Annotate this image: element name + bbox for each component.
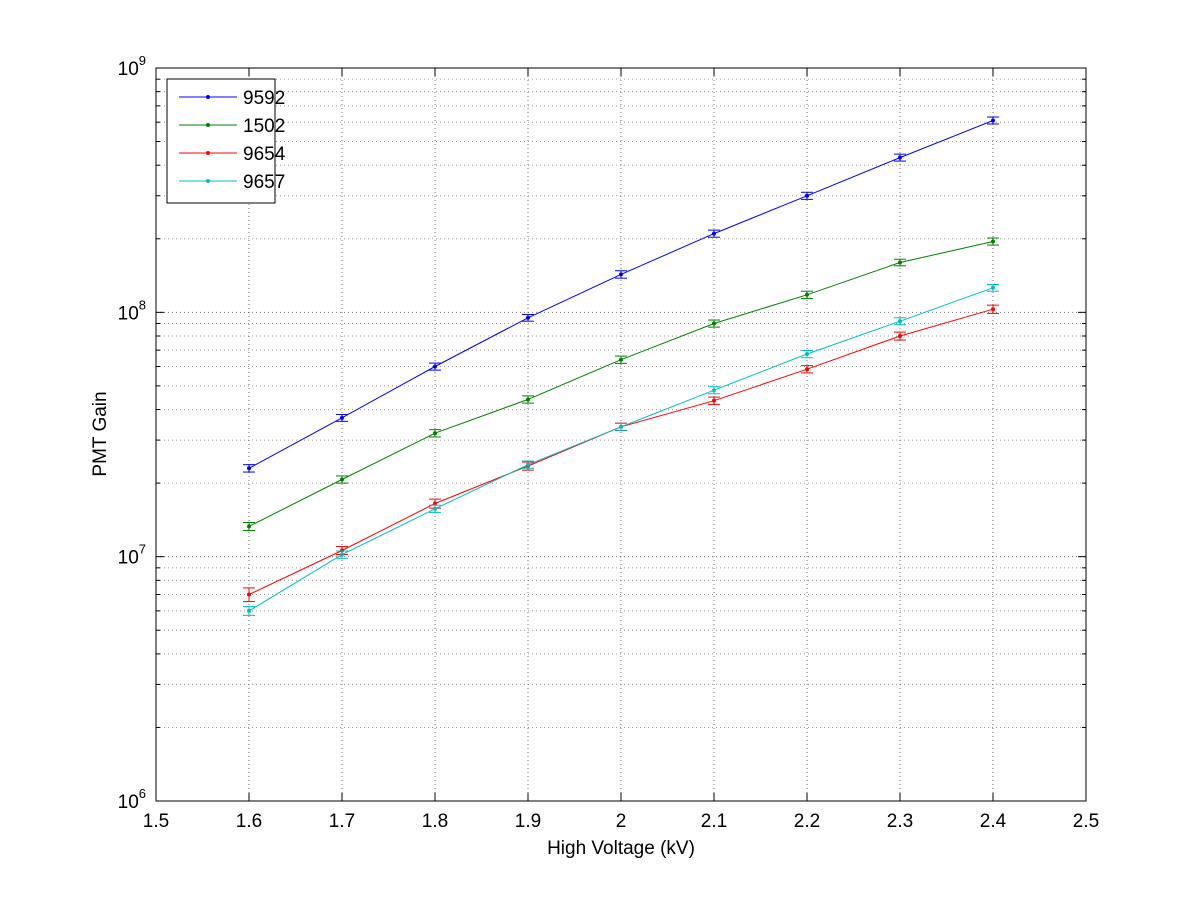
x-tick-label: 2.2 xyxy=(794,811,820,832)
y-tick-exponent: 7 xyxy=(139,542,146,557)
data-point xyxy=(247,524,251,529)
y-tick-base: 10 xyxy=(118,59,139,80)
x-tick-label: 1.7 xyxy=(329,811,355,832)
series-9592 xyxy=(243,116,999,473)
x-tick-label: 1.5 xyxy=(143,811,169,832)
grid xyxy=(156,68,1086,801)
data-point xyxy=(712,398,716,403)
series-1502 xyxy=(243,237,999,531)
data-point xyxy=(526,397,530,402)
data-point xyxy=(805,352,809,357)
legend-marker xyxy=(206,95,210,99)
data-point xyxy=(712,231,716,236)
legend-box xyxy=(166,78,276,204)
y-tick-label: 107 xyxy=(118,542,146,569)
data-point xyxy=(340,552,344,557)
data-point xyxy=(433,364,437,369)
y-tick-label: 108 xyxy=(118,297,146,324)
legend-marker xyxy=(206,179,210,183)
x-tick-label: 2 xyxy=(616,811,627,832)
legend-label: 9657 xyxy=(243,172,285,193)
data-point xyxy=(433,501,437,506)
series-layer xyxy=(243,116,999,616)
data-point xyxy=(805,292,809,297)
y-tick-exponent: 8 xyxy=(139,297,146,312)
legend-label: 1502 xyxy=(243,116,285,137)
data-point xyxy=(526,462,530,467)
ticks xyxy=(155,67,1087,802)
x-tick-label: 2.4 xyxy=(980,811,1007,832)
data-point xyxy=(712,388,716,393)
data-point xyxy=(805,367,809,372)
x-tick-label: 2.1 xyxy=(701,811,727,832)
x-axis-label: High Voltage (kV) xyxy=(547,838,695,859)
x-tick-label: 1.9 xyxy=(515,811,541,832)
x-tick-label: 1.6 xyxy=(236,811,262,832)
y-tick-base: 10 xyxy=(118,792,139,813)
x-tick-label: 1.8 xyxy=(422,811,448,832)
data-point xyxy=(898,319,902,324)
y-axis-label: PMT Gain xyxy=(90,391,111,476)
data-point xyxy=(898,334,902,339)
legend: 9592 1502 9654 9657 xyxy=(166,78,286,204)
data-point xyxy=(898,155,902,160)
y-tick-label: 106 xyxy=(118,786,146,813)
data-point xyxy=(991,239,995,244)
plot-area xyxy=(156,68,1086,801)
data-point xyxy=(247,466,251,471)
data-point xyxy=(805,193,809,198)
data-point xyxy=(991,285,995,290)
data-point xyxy=(619,357,623,362)
y-tick-label: 109 xyxy=(118,53,146,80)
legend-label: 9592 xyxy=(243,88,285,109)
y-tick-exponent: 6 xyxy=(139,786,146,801)
data-point xyxy=(340,477,344,482)
data-point xyxy=(991,118,995,123)
data-point xyxy=(619,272,623,277)
data-point xyxy=(619,424,623,429)
data-point xyxy=(991,307,995,312)
data-point xyxy=(433,431,437,436)
data-point xyxy=(712,321,716,326)
data-point xyxy=(898,260,902,265)
data-point xyxy=(247,592,251,597)
y-tick-base: 10 xyxy=(118,303,139,324)
data-point xyxy=(526,315,530,320)
data-point xyxy=(247,608,251,613)
data-point xyxy=(433,506,437,511)
legend-marker xyxy=(206,151,210,155)
data-point xyxy=(340,415,344,420)
series-9657 xyxy=(243,283,999,616)
y-tick-base: 10 xyxy=(118,548,139,569)
y-tick-exponent: 9 xyxy=(139,53,146,68)
tick-labels: 1.5 1.6 1.7 1.8 1.9 2 2.1 2.2 2.3 2.4 2.5106107108… xyxy=(118,53,1100,832)
legend-marker xyxy=(206,123,210,127)
x-tick-label: 2.5 xyxy=(1073,811,1099,832)
legend-label: 9654 xyxy=(243,144,286,165)
x-tick-label: 2.3 xyxy=(887,811,913,832)
